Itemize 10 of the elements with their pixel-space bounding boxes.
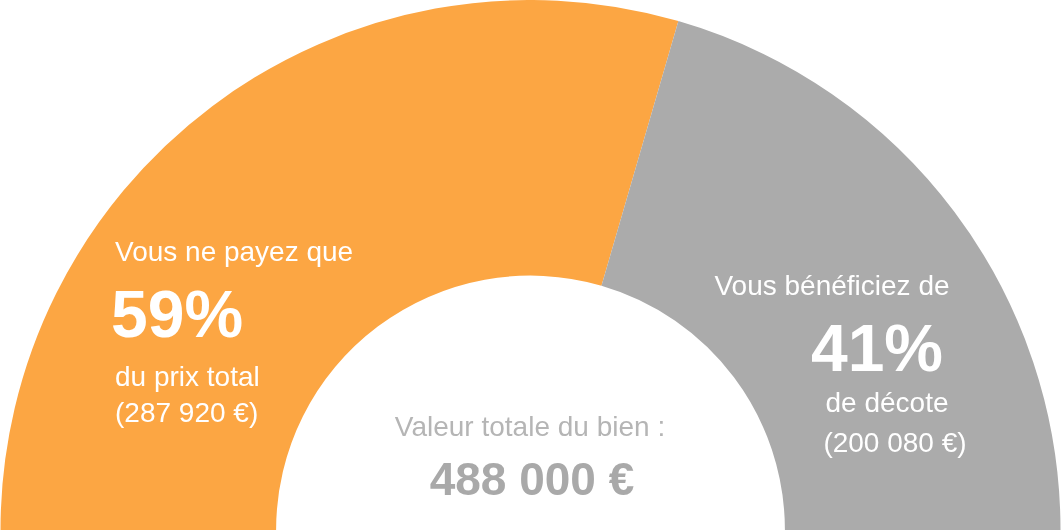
text: (200 080 €) [823, 426, 967, 458]
text: 488 000 € [429, 452, 635, 505]
text: (287 920 €) [115, 396, 259, 428]
slice-label: Vous ne payez que [115, 235, 354, 267]
text: de décote [825, 386, 949, 418]
data-label: 41% [810, 311, 944, 386]
slice-label: Vous bénéficiez de [714, 269, 950, 301]
text: Valeur totale du bien : [394, 410, 666, 442]
text: du prix total [115, 360, 260, 392]
data-label: 59% [111, 277, 244, 352]
